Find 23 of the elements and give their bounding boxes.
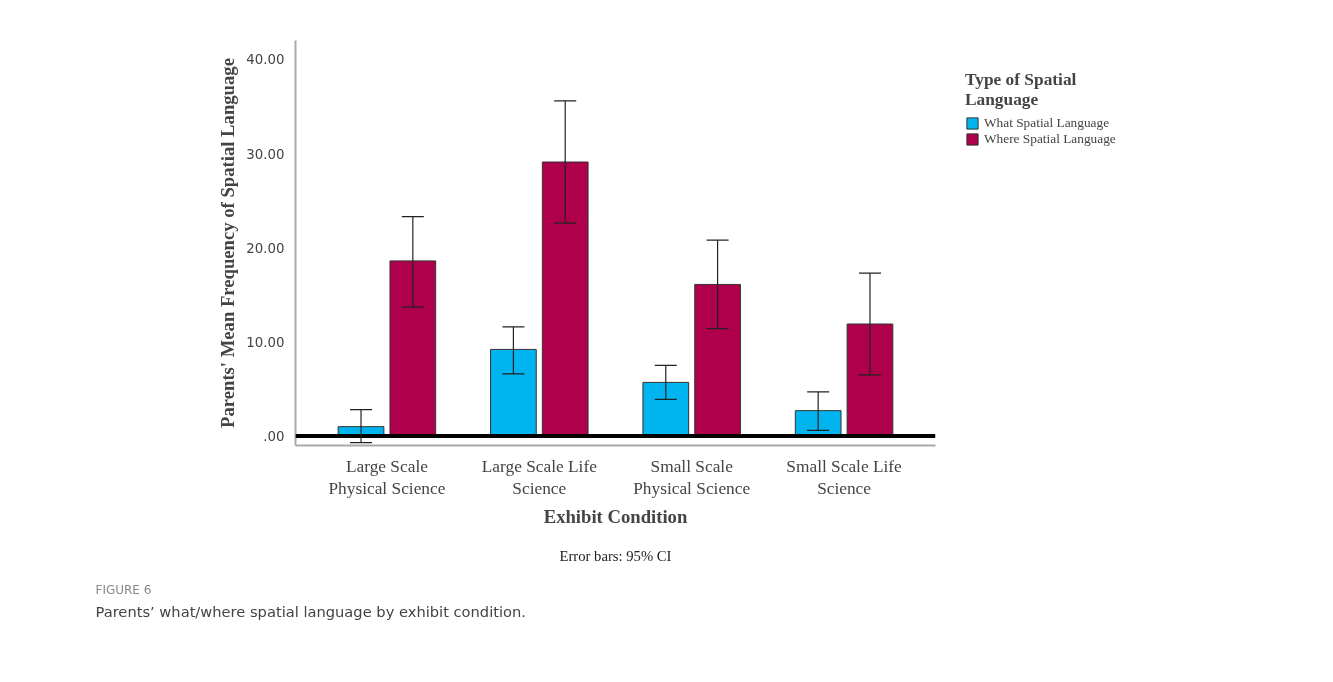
legend-label: Where Spatial Language — [984, 131, 1116, 147]
bar — [642, 381, 690, 437]
bar — [490, 348, 537, 437]
y-tick-label: 20.00 — [246, 240, 285, 256]
x-axis-title: Exhibit Condition — [543, 506, 688, 528]
legend-label: What Spatial Language — [984, 115, 1110, 131]
y-tick-label: 30.00 — [246, 146, 285, 162]
caption: FIGURE 6 — [95, 582, 152, 597]
bar — [389, 260, 437, 437]
x-tick-label: Large Scale Life Science — [481, 456, 598, 499]
x-tick-label: Small Scale Life Science — [786, 456, 903, 499]
text: Error bars: 95% CI — [559, 547, 672, 564]
y-tick-label: 40.00 — [246, 52, 285, 68]
bar — [694, 283, 741, 437]
legend-title: Type of Spatial Language — [965, 70, 1078, 110]
y-tick-label: .00 — [263, 429, 285, 445]
text: Parents’ what/where spatial language by exhibit condition. — [95, 602, 526, 620]
y-tick-label: 10.00 — [246, 334, 285, 350]
y-axis-title: Parents' Mean Frequency of Spatial Language — [217, 58, 239, 428]
bar — [541, 161, 589, 437]
bar — [846, 323, 894, 437]
x-tick-label: Large Scale Physical Science — [328, 456, 446, 499]
x-tick-label: Small Scale Physical Science — [633, 456, 751, 499]
